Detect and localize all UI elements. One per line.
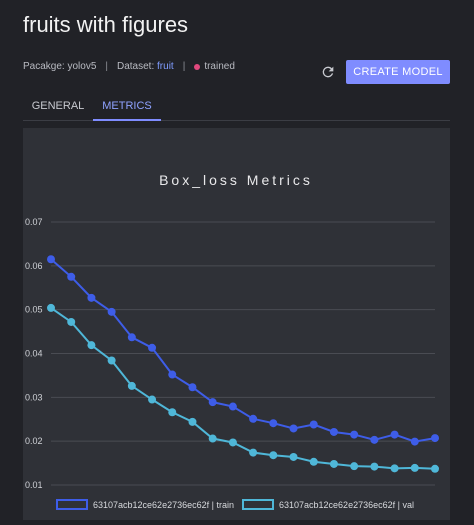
- chart-title: Box_loss Metrics: [159, 172, 313, 188]
- status-dot-icon: [194, 63, 201, 70]
- data-point: [410, 463, 419, 472]
- model-meta: Pacakge: yolov5 | Dataset: fruit | train…: [23, 61, 235, 72]
- tab-metrics[interactable]: METRICS: [93, 96, 161, 121]
- data-point: [431, 464, 439, 473]
- data-point: [370, 462, 379, 471]
- data-point: [309, 457, 318, 466]
- data-point: [289, 424, 298, 433]
- y-tick-label: 0.02: [25, 436, 43, 446]
- dataset-prefix: Dataset:: [117, 61, 155, 72]
- data-point: [188, 417, 197, 426]
- refresh-icon[interactable]: [320, 64, 336, 80]
- tab-general[interactable]: GENERAL: [31, 100, 85, 112]
- legend-swatch: [56, 499, 88, 510]
- y-tick-label: 0.04: [25, 349, 43, 359]
- tab-bar: GENERAL METRICS: [23, 96, 450, 121]
- data-point: [390, 464, 399, 473]
- y-tick-label: 0.07: [25, 217, 43, 227]
- data-point: [188, 383, 197, 392]
- data-point: [107, 356, 116, 365]
- y-tick-label: 0.06: [25, 261, 43, 271]
- data-point: [148, 395, 157, 404]
- data-point: [67, 317, 76, 326]
- data-point: [87, 341, 96, 350]
- data-point: [47, 303, 55, 312]
- y-tick-label: 0.05: [25, 305, 43, 315]
- data-point: [390, 430, 399, 439]
- data-point: [431, 434, 439, 443]
- data-point: [47, 255, 55, 264]
- data-point: [350, 462, 359, 471]
- data-point: [127, 381, 136, 390]
- status-badge: trained: [204, 61, 235, 72]
- data-point: [289, 452, 298, 461]
- data-point: [208, 434, 217, 443]
- data-point: [228, 438, 237, 447]
- data-point: [208, 398, 217, 407]
- data-point: [329, 459, 338, 468]
- series-line: [50, 258, 436, 443]
- dataset-link[interactable]: fruit: [157, 61, 174, 72]
- data-point: [67, 272, 76, 281]
- data-point: [107, 307, 116, 316]
- data-point: [127, 333, 136, 342]
- series-line: [50, 307, 436, 470]
- box-loss-chart: Box_loss Metrics 0.07 0.06 0.05 0.04 0.03 0.0…: [25, 172, 439, 510]
- page-title: fruits with figures: [23, 12, 189, 37]
- data-point: [228, 402, 237, 411]
- data-point: [350, 430, 359, 439]
- data-point: [249, 448, 258, 457]
- metrics-panel: Box_loss Metrics 0.07 0.06 0.05 0.04 0.03 0.0…: [23, 128, 450, 520]
- data-point: [410, 437, 419, 446]
- meta-separator: |: [182, 61, 186, 72]
- legend-label: 63107acb12ce62e2736ec62f | val: [279, 500, 414, 510]
- data-point: [370, 435, 379, 444]
- legend-swatch: [242, 499, 274, 510]
- data-point: [269, 419, 278, 428]
- data-point: [87, 293, 96, 302]
- data-point: [269, 451, 278, 460]
- create-model-button[interactable]: CREATE MODEL: [346, 60, 450, 84]
- data-point: [168, 370, 177, 379]
- data-point: [168, 408, 177, 417]
- meta-separator: |: [105, 61, 108, 72]
- data-point: [309, 420, 318, 429]
- y-tick-label: 0.03: [25, 392, 43, 402]
- data-point: [249, 414, 258, 423]
- package-label: Pacakge: yolov5: [23, 61, 97, 72]
- data-point: [148, 343, 157, 352]
- y-tick-label: 0.01: [25, 480, 43, 490]
- legend-label: 63107acb12ce62e2736ec62f | train: [93, 500, 234, 510]
- data-point: [329, 427, 338, 436]
